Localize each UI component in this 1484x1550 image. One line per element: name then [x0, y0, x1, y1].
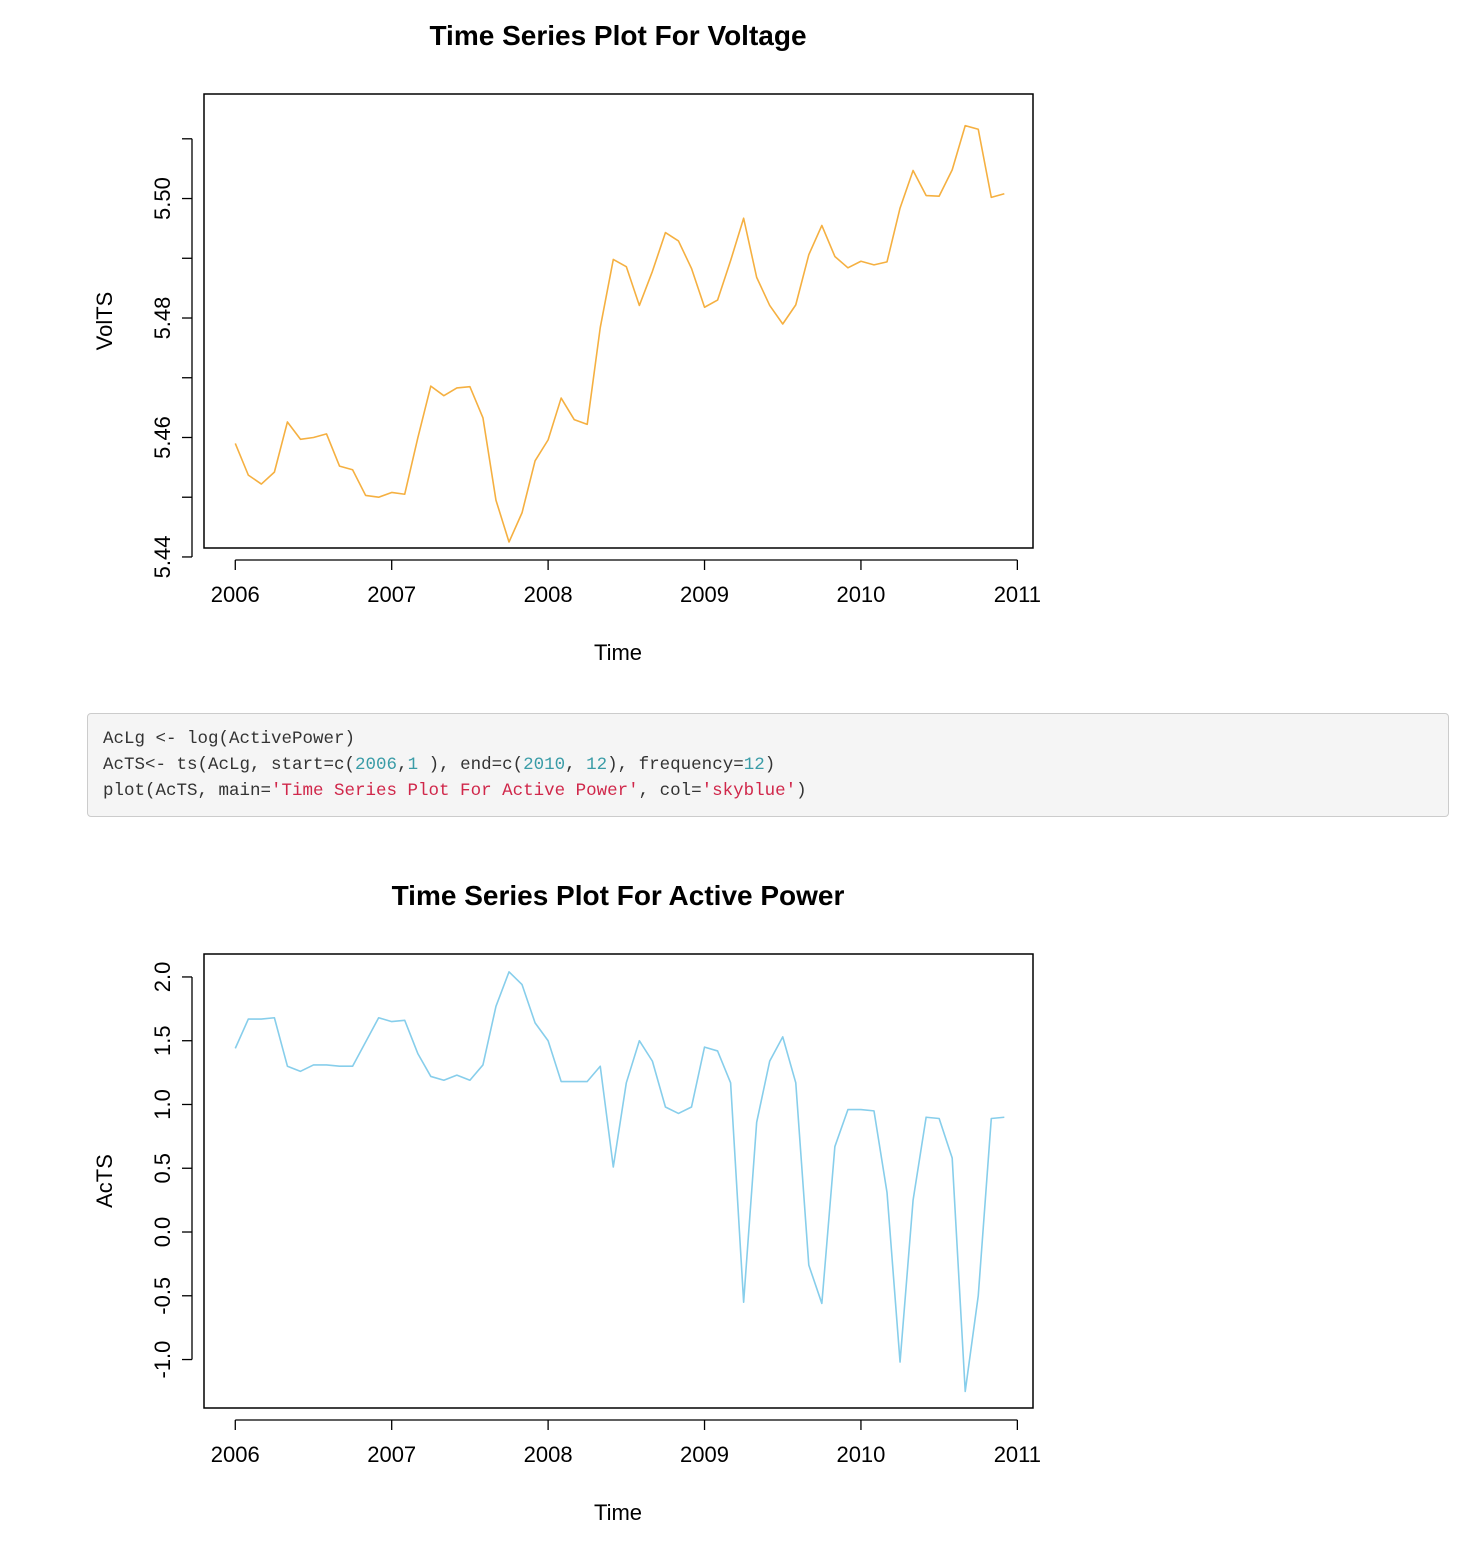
chart1-x-tick-label: 2009 [680, 582, 729, 607]
chart2-x-tick-label: 2009 [680, 1442, 729, 1467]
chart1-y-tick-label: 5.50 [150, 177, 175, 220]
chart2-x-label: Time [594, 1500, 642, 1525]
chart1-y-tick-label: 5.46 [150, 416, 175, 459]
chart2-y-tick-label: 1.0 [150, 1089, 175, 1120]
chart2-y-tick-label: -0.5 [150, 1277, 175, 1315]
chart2-plot-frame [203, 953, 1034, 1409]
code-token: ), frequency= [607, 755, 744, 775]
active-power-chart-svg: Time Series Plot For Active Power 2006 200… [92, 880, 1041, 1525]
code-token: 12 [586, 755, 608, 775]
chart1-x-label: Time [594, 640, 642, 665]
code-token: , [397, 755, 408, 775]
chart2-y-tick-label: -1.0 [150, 1341, 175, 1379]
chart2-y-tick-label: 0.0 [150, 1217, 175, 1248]
chart2-x-tick-label: 2008 [524, 1442, 573, 1467]
code-line: AcLg <- log(ActivePower) [103, 726, 1433, 752]
chart2-y-tick-label: 1.5 [150, 1025, 175, 1056]
chart2-x-tick-label: 2007 [367, 1442, 416, 1467]
code-token: ) [796, 781, 807, 801]
chart1-y-label: VolTS [92, 292, 117, 351]
chart2-x-tick-label: 2011 [994, 1442, 1041, 1467]
chart2-title: Time Series Plot For Active Power [392, 880, 845, 911]
code-token: 1 [407, 755, 419, 775]
chart1-x-tick-label: 2011 [994, 582, 1041, 607]
code-token: ), end=c( [418, 755, 524, 775]
chart1-x-tick-label: 2006 [211, 582, 260, 607]
code-token: plot(AcTS, main= [103, 781, 272, 801]
voltage-chart: Time Series Plot For Voltage 2006 2007 2008… [0, 0, 1100, 680]
chart1-title: Time Series Plot For Voltage [429, 20, 806, 51]
code-token: 2010 [523, 755, 566, 775]
chart2-series-line [234, 971, 1005, 1393]
code-line: AcTS<- ts(AcLg, start=c(2006,1 ), end=c(… [103, 752, 1433, 778]
code-token: 12 [743, 755, 765, 775]
chart2-y-tick-label: 0.5 [150, 1153, 175, 1184]
chart1-x-tick-label: 2010 [836, 582, 885, 607]
code-token: ) [764, 755, 776, 775]
chart1-x-tick-label: 2007 [367, 582, 416, 607]
chart1-y-tick-label: 5.48 [150, 297, 175, 340]
chart2-y-label: AcTS [92, 1154, 117, 1208]
code-token: 'skyblue' [701, 781, 797, 801]
code-token: AcLg <- log(ActivePower) [103, 729, 356, 749]
chart2-y-tick-label: 2.0 [150, 962, 175, 993]
code-token: 'Time Series Plot For Active Power' [271, 781, 639, 801]
chart2-x-tick-label: 2010 [836, 1442, 885, 1467]
code-block: AcLg <- log(ActivePower) AcTS<- ts(AcLg, … [87, 713, 1449, 817]
chart1-x-tick-label: 2008 [524, 582, 573, 607]
code-token: , [565, 755, 587, 775]
code-line: plot(AcTS, main='Time Series Plot For Ac… [103, 778, 1433, 804]
chart2-x-tick-label: 2006 [211, 1442, 260, 1467]
chart1-plot-frame [203, 93, 1034, 549]
chart1-y-tick-label: 5.44 [150, 536, 175, 579]
chart1-series-line [234, 124, 1005, 543]
active-power-chart: Time Series Plot For Active Power 2006 200… [0, 860, 1100, 1550]
voltage-chart-svg: Time Series Plot For Voltage 2006 2007 2008… [92, 20, 1041, 665]
code-token: , col= [638, 781, 702, 801]
code-token: 2006 [355, 755, 398, 775]
code-token: AcTS<- ts(AcLg, start=c( [103, 755, 356, 775]
